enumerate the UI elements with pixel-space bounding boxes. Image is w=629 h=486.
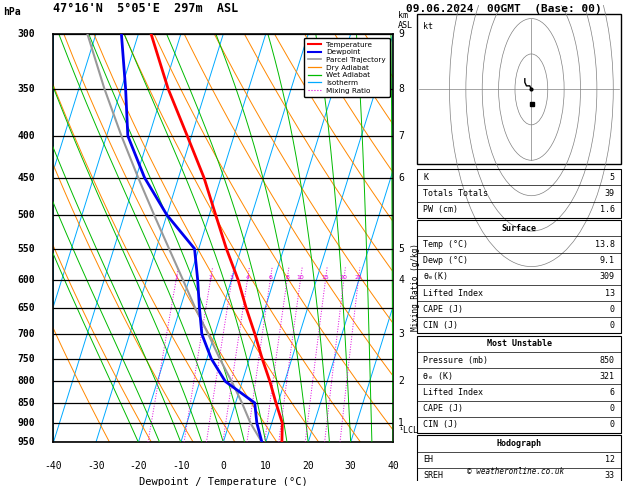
Text: 950: 950	[17, 437, 35, 447]
Text: 9.1: 9.1	[600, 256, 615, 265]
Bar	[416, 220, 621, 333]
Text: 0: 0	[610, 420, 615, 430]
Text: θₑ (K): θₑ (K)	[423, 372, 454, 381]
Text: 6: 6	[398, 173, 404, 183]
Text: km
ASL: km ASL	[398, 11, 413, 30]
Text: Most Unstable: Most Unstable	[487, 340, 552, 348]
Text: 800: 800	[17, 376, 35, 386]
Text: 10: 10	[297, 275, 304, 279]
Text: 700: 700	[17, 329, 35, 339]
Text: 8: 8	[285, 275, 289, 279]
Text: 39: 39	[605, 189, 615, 198]
Text: 09.06.2024  00GMT  (Base: 00): 09.06.2024 00GMT (Base: 00)	[406, 4, 601, 14]
Bar	[416, 435, 621, 486]
Text: 12: 12	[605, 455, 615, 464]
Text: 33: 33	[605, 471, 615, 480]
Text: 309: 309	[600, 272, 615, 281]
Text: Hodograph: Hodograph	[496, 439, 542, 448]
Text: 6: 6	[269, 275, 272, 279]
Text: 450: 450	[17, 173, 35, 183]
Text: 2: 2	[398, 376, 404, 386]
Text: 1.6: 1.6	[600, 205, 615, 214]
Bar	[416, 169, 621, 218]
Text: 850: 850	[17, 398, 35, 408]
Text: 10: 10	[260, 461, 272, 470]
Text: 6: 6	[610, 388, 615, 397]
Text: 13.8: 13.8	[595, 240, 615, 249]
Text: kt: kt	[423, 21, 433, 31]
Text: CIN (J): CIN (J)	[423, 420, 459, 430]
Text: CAPE (J): CAPE (J)	[423, 404, 464, 413]
Text: 0: 0	[610, 305, 615, 313]
Text: 850: 850	[600, 356, 615, 364]
Text: Mixing Ratio (g/kg): Mixing Ratio (g/kg)	[411, 243, 420, 331]
Text: Lifted Index: Lifted Index	[423, 388, 483, 397]
Text: 650: 650	[17, 303, 35, 313]
Bar	[416, 336, 621, 433]
Text: 4: 4	[245, 275, 250, 279]
Text: Pressure (mb): Pressure (mb)	[423, 356, 488, 364]
Text: EH: EH	[423, 455, 433, 464]
Text: -20: -20	[130, 461, 147, 470]
Text: PW (cm): PW (cm)	[423, 205, 459, 214]
Text: 1: 1	[174, 275, 178, 279]
Text: 20: 20	[303, 461, 314, 470]
Text: 15: 15	[321, 275, 330, 279]
Text: 300: 300	[17, 29, 35, 39]
Text: hPa: hPa	[3, 7, 21, 17]
Text: 400: 400	[17, 131, 35, 141]
Text: -10: -10	[172, 461, 190, 470]
Text: 1: 1	[398, 418, 404, 428]
Text: Dewp (°C): Dewp (°C)	[423, 256, 469, 265]
Text: Totals Totals: Totals Totals	[423, 189, 488, 198]
Text: CAPE (J): CAPE (J)	[423, 305, 464, 313]
Text: 8: 8	[398, 84, 404, 94]
Text: θₑ(K): θₑ(K)	[423, 272, 448, 281]
Text: 0: 0	[610, 404, 615, 413]
Text: ¹LCL: ¹LCL	[398, 426, 418, 435]
Text: 9: 9	[398, 29, 404, 39]
Text: Dewpoint / Temperature (°C): Dewpoint / Temperature (°C)	[139, 477, 308, 486]
Text: 30: 30	[345, 461, 357, 470]
Text: 7: 7	[398, 131, 404, 141]
Text: Surface: Surface	[501, 224, 537, 233]
Text: 40: 40	[387, 461, 399, 470]
Text: 600: 600	[17, 275, 35, 284]
Text: -40: -40	[45, 461, 62, 470]
Text: 4: 4	[398, 275, 404, 284]
Text: 3: 3	[230, 275, 234, 279]
Text: Lifted Index: Lifted Index	[423, 289, 483, 297]
Text: 20: 20	[340, 275, 348, 279]
Text: K: K	[423, 173, 428, 182]
Text: 500: 500	[17, 210, 35, 220]
Text: 13: 13	[605, 289, 615, 297]
Text: 2: 2	[209, 275, 213, 279]
Text: 5: 5	[398, 243, 404, 254]
Text: Temp (°C): Temp (°C)	[423, 240, 469, 249]
Text: © weatheronline.co.uk: © weatheronline.co.uk	[467, 468, 564, 476]
Text: 25: 25	[355, 275, 362, 279]
Text: 3: 3	[398, 329, 404, 339]
Text: 321: 321	[600, 372, 615, 381]
Legend: Temperature, Dewpoint, Parcel Trajectory, Dry Adiabat, Wet Adiabat, Isotherm, Mi: Temperature, Dewpoint, Parcel Trajectory…	[304, 37, 389, 97]
Text: -30: -30	[87, 461, 105, 470]
Text: 750: 750	[17, 353, 35, 364]
Text: 0: 0	[220, 461, 226, 470]
Text: 0: 0	[610, 321, 615, 330]
Text: SREH: SREH	[423, 471, 443, 480]
Text: 47°16'N  5°05'E  297m  ASL: 47°16'N 5°05'E 297m ASL	[53, 2, 239, 15]
Text: 900: 900	[17, 418, 35, 428]
Bar	[416, 15, 621, 164]
Text: 550: 550	[17, 243, 35, 254]
Text: CIN (J): CIN (J)	[423, 321, 459, 330]
Text: 350: 350	[17, 84, 35, 94]
Text: 5: 5	[610, 173, 615, 182]
